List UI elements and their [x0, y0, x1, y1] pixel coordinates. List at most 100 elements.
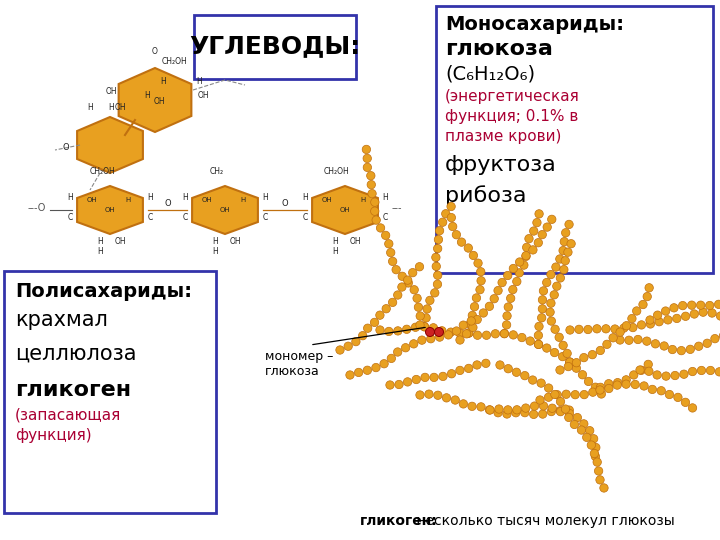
- Circle shape: [392, 266, 400, 274]
- Text: ---O: ---O: [28, 203, 46, 213]
- Circle shape: [591, 453, 600, 461]
- Circle shape: [590, 435, 598, 443]
- Circle shape: [719, 332, 720, 340]
- Circle shape: [648, 385, 657, 394]
- Circle shape: [655, 318, 663, 326]
- Circle shape: [537, 379, 545, 387]
- Circle shape: [585, 377, 593, 386]
- Circle shape: [503, 410, 511, 418]
- Circle shape: [469, 323, 477, 332]
- Circle shape: [494, 286, 503, 295]
- Circle shape: [442, 394, 451, 402]
- Circle shape: [559, 341, 567, 349]
- Circle shape: [559, 246, 567, 255]
- Circle shape: [644, 367, 653, 375]
- Circle shape: [562, 405, 570, 413]
- Circle shape: [384, 327, 393, 336]
- Circle shape: [506, 294, 515, 302]
- Circle shape: [412, 375, 420, 384]
- Circle shape: [572, 359, 580, 367]
- Circle shape: [660, 342, 668, 350]
- Circle shape: [464, 364, 473, 373]
- Circle shape: [415, 262, 423, 271]
- Polygon shape: [77, 117, 143, 173]
- Text: целлюлоза: целлюлоза: [15, 344, 137, 364]
- Circle shape: [491, 329, 500, 338]
- Circle shape: [482, 359, 490, 368]
- Circle shape: [394, 291, 402, 299]
- Text: H: H: [67, 193, 73, 202]
- Circle shape: [680, 370, 688, 379]
- Text: OH: OH: [229, 237, 240, 246]
- Circle shape: [504, 303, 513, 311]
- Circle shape: [567, 240, 575, 248]
- Text: C: C: [302, 213, 307, 222]
- Circle shape: [534, 340, 543, 349]
- Circle shape: [449, 222, 457, 231]
- Circle shape: [438, 327, 446, 335]
- Circle shape: [515, 269, 523, 277]
- Text: C: C: [182, 213, 188, 222]
- Circle shape: [479, 309, 487, 317]
- Circle shape: [703, 339, 711, 347]
- Text: OH: OH: [340, 207, 351, 213]
- Text: (С₆Н₁₂О₆): (С₆Н₁₂О₆): [445, 65, 535, 84]
- Circle shape: [393, 348, 402, 356]
- Circle shape: [674, 393, 682, 402]
- Circle shape: [537, 314, 546, 322]
- Circle shape: [566, 358, 574, 366]
- Circle shape: [425, 390, 433, 399]
- Circle shape: [398, 272, 406, 280]
- Circle shape: [716, 312, 720, 320]
- Circle shape: [486, 406, 494, 414]
- Circle shape: [420, 322, 428, 331]
- Circle shape: [508, 285, 517, 294]
- Circle shape: [593, 325, 601, 333]
- Circle shape: [528, 376, 537, 384]
- Circle shape: [585, 427, 594, 435]
- Circle shape: [522, 252, 530, 260]
- Circle shape: [550, 291, 559, 299]
- Text: H: H: [302, 193, 308, 202]
- Circle shape: [697, 366, 706, 375]
- Circle shape: [451, 396, 459, 404]
- FancyBboxPatch shape: [4, 271, 216, 513]
- Circle shape: [578, 370, 587, 379]
- Circle shape: [564, 362, 572, 371]
- Circle shape: [500, 329, 508, 338]
- Text: несколько тысяч молекул глюкозы: несколько тысяч молекул глюкозы: [412, 514, 675, 528]
- Circle shape: [605, 380, 613, 388]
- Text: УГЛЕВОДЫ:: УГЛЕВОДЫ:: [189, 34, 361, 58]
- Polygon shape: [312, 186, 378, 234]
- Circle shape: [596, 386, 604, 394]
- Polygon shape: [192, 186, 258, 234]
- Circle shape: [564, 248, 572, 256]
- Circle shape: [580, 390, 588, 399]
- Circle shape: [555, 333, 563, 341]
- Circle shape: [662, 307, 670, 315]
- Circle shape: [512, 409, 520, 417]
- Text: H: H: [144, 91, 150, 100]
- Text: фруктоза: фруктоза: [445, 155, 557, 175]
- Text: OH: OH: [322, 197, 333, 203]
- Text: O: O: [164, 199, 171, 208]
- Circle shape: [447, 213, 456, 222]
- Circle shape: [446, 328, 455, 336]
- Circle shape: [470, 302, 479, 311]
- Circle shape: [714, 300, 720, 308]
- Circle shape: [525, 234, 534, 243]
- Circle shape: [600, 484, 608, 492]
- Circle shape: [529, 227, 538, 235]
- Circle shape: [539, 296, 546, 304]
- Circle shape: [371, 198, 379, 206]
- Circle shape: [377, 224, 384, 232]
- Circle shape: [622, 321, 631, 330]
- Circle shape: [643, 337, 651, 346]
- Circle shape: [565, 406, 573, 414]
- Circle shape: [462, 329, 471, 338]
- Circle shape: [662, 372, 670, 380]
- Circle shape: [593, 458, 601, 467]
- Circle shape: [433, 391, 442, 400]
- Text: H: H: [87, 103, 93, 111]
- Circle shape: [459, 400, 467, 408]
